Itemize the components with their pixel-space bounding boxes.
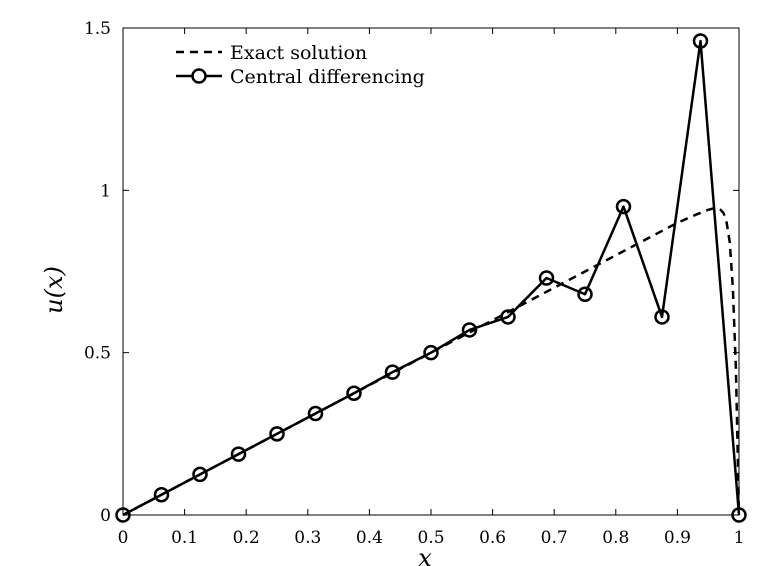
x-tick-label: 0.2 — [233, 528, 260, 548]
x-tick-label: 0.1 — [171, 528, 198, 548]
legend-marker-central-differencing — [191, 68, 207, 84]
y-tick-label: 0.5 — [84, 344, 111, 364]
x-tick-labels: 0 0.1 0.2 0.3 0.4 0.5 0.6 0.7 0.8 0.9 1 — [118, 528, 745, 548]
series-line-exact-solution — [122, 206, 741, 517]
legend-label-exact-solution: Exact solution — [230, 42, 367, 64]
y-axis-label: u(x) — [40, 266, 68, 314]
y-tick-labels: 0 0.5 1 1.5 — [84, 19, 111, 526]
legend: Exact solution Central differencing — [176, 42, 425, 88]
x-tick-label: 0.9 — [664, 528, 691, 548]
y-tick-label: 0 — [100, 506, 111, 526]
series-layer — [115, 33, 747, 523]
x-tick-label: 0.6 — [479, 528, 506, 548]
x-tick-label: 0.7 — [541, 528, 568, 548]
legend-label-central-differencing: Central differencing — [230, 66, 425, 88]
data-point-central-differencing — [153, 486, 170, 503]
data-point-central-differencing — [692, 33, 709, 49]
y-tick-label: 1.5 — [84, 19, 111, 39]
data-point-central-differencing — [269, 426, 285, 442]
x-tick-label: 0.8 — [602, 528, 629, 548]
data-point-central-differencing — [461, 322, 478, 338]
data-point-central-differencing — [115, 507, 131, 523]
data-point-central-differencing — [654, 309, 670, 325]
y-tick-label: 1 — [100, 181, 111, 201]
data-point-central-differencing — [423, 344, 439, 361]
data-point-central-differencing — [615, 198, 632, 215]
series-line-central-differencing — [122, 39, 741, 517]
data-point-central-differencing — [384, 364, 401, 380]
x-tick-label: 0.3 — [294, 528, 321, 548]
x-tick-label: 1 — [734, 528, 745, 548]
data-point-central-differencing — [192, 466, 208, 483]
x-tick-label: 0.4 — [356, 528, 383, 548]
data-point-central-differencing — [538, 270, 555, 286]
data-point-central-differencing — [230, 446, 247, 462]
x-axis-label: x — [418, 544, 432, 566]
data-point-central-differencing — [307, 405, 324, 422]
data-point-central-differencing — [731, 507, 747, 523]
data-point-central-differencing — [500, 309, 516, 325]
x-tick-label: 0 — [118, 528, 129, 548]
data-point-central-differencing — [346, 385, 362, 401]
x-tick-label: 0.5 — [417, 528, 444, 548]
data-point-central-differencing — [577, 286, 593, 302]
